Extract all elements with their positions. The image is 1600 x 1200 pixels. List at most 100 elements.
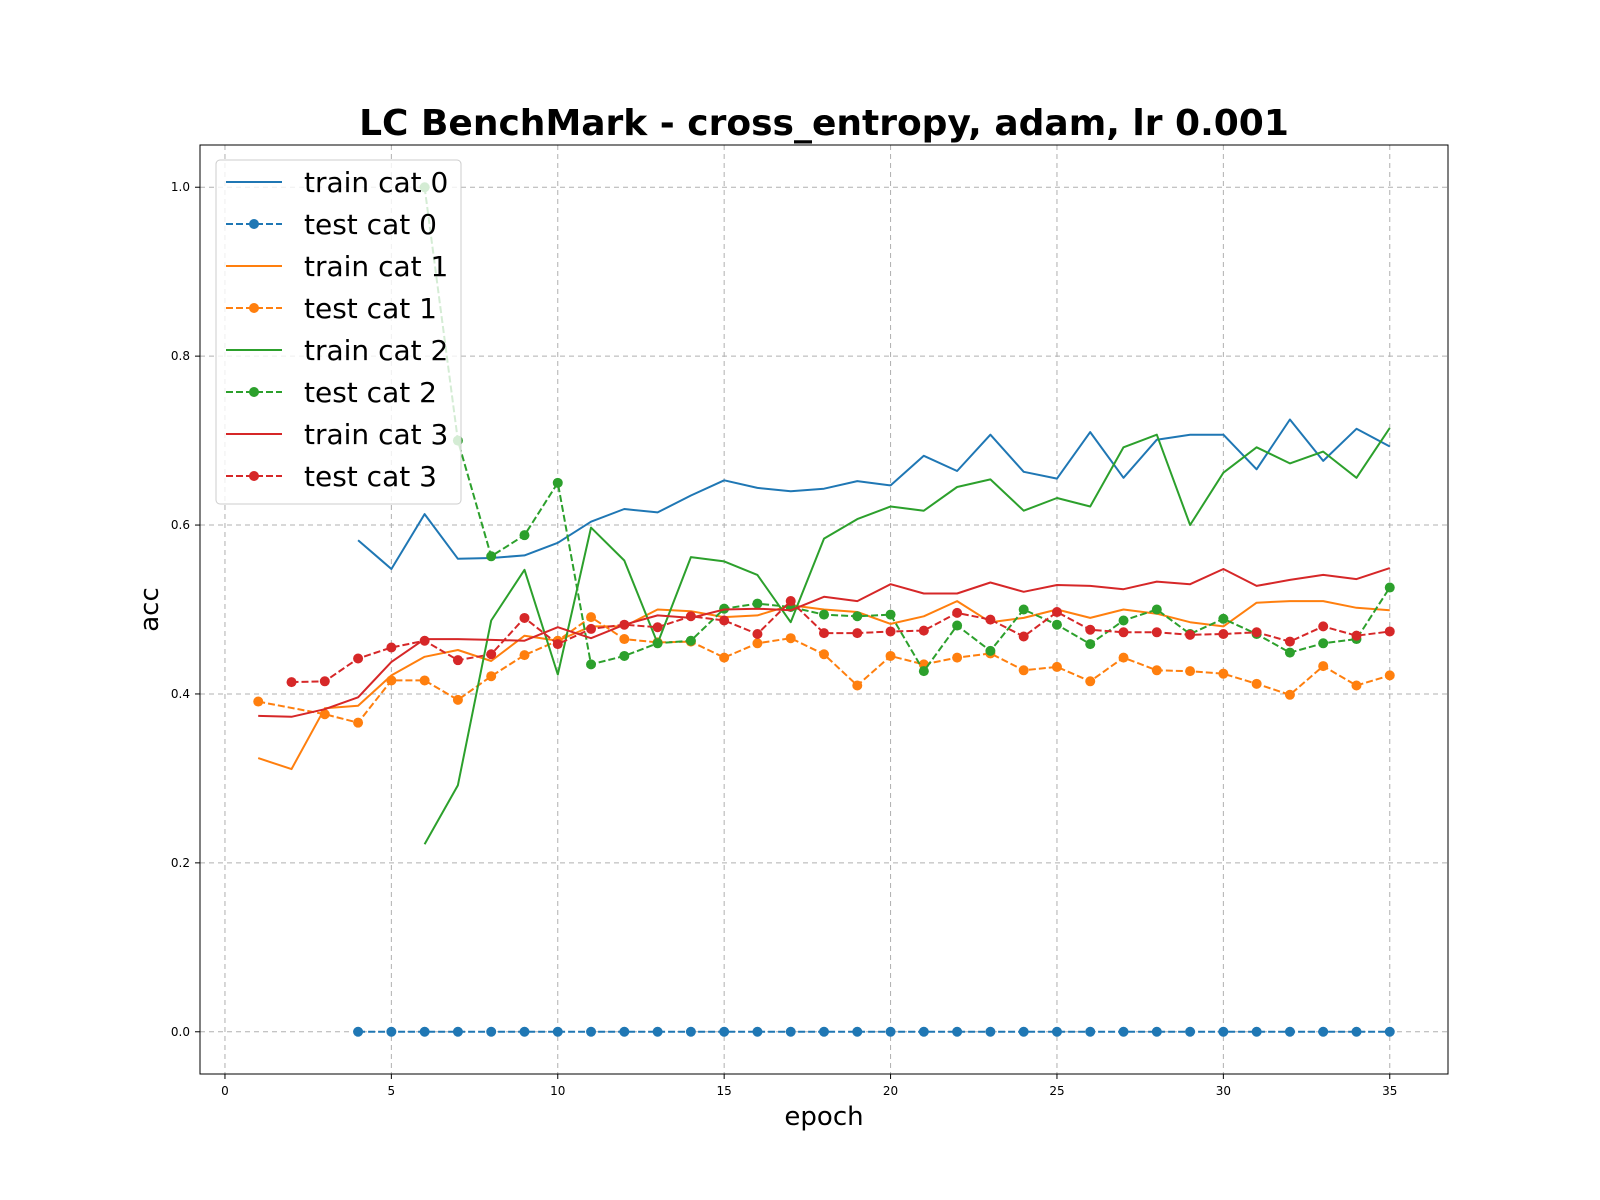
data-point: [552, 639, 563, 650]
data-point: [1051, 607, 1062, 618]
data-point: [719, 1026, 730, 1037]
series-test-cat-3: [286, 596, 1395, 688]
y-tick-label: 0.4: [171, 687, 190, 701]
data-point: [386, 675, 397, 686]
data-point: [819, 628, 829, 639]
data-point: [1151, 604, 1162, 615]
data-point: [1218, 1026, 1229, 1037]
data-point: [1018, 604, 1029, 615]
data-point: [652, 622, 663, 633]
legend-marker: [249, 471, 259, 481]
data-point: [552, 1026, 563, 1037]
data-point: [785, 1026, 796, 1037]
data-point: [1251, 678, 1262, 689]
x-tick-label: 30: [1216, 1084, 1231, 1098]
data-point: [353, 717, 364, 728]
data-point: [619, 634, 630, 645]
data-point: [1085, 639, 1096, 650]
data-point: [918, 625, 929, 636]
data-point: [386, 642, 397, 653]
data-point: [1151, 627, 1162, 638]
data-point: [852, 628, 863, 639]
legend-label: train cat 1: [304, 250, 448, 283]
plot-frame: [199, 144, 1449, 1075]
data-point: [486, 1026, 497, 1037]
y-axis-label: acc: [135, 587, 165, 632]
data-point: [1051, 1026, 1062, 1037]
data-point: [785, 596, 796, 607]
x-tick-label: 35: [1382, 1084, 1397, 1098]
legend: train cat 0 test cat 0 train cat 1 test cat…: [215, 159, 462, 505]
data-point: [1085, 1026, 1096, 1037]
x-tick-label: 0: [221, 1084, 229, 1098]
data-point: [586, 659, 597, 670]
legend-label: test cat 0: [304, 208, 437, 241]
x-tick-label: 15: [717, 1084, 732, 1098]
x-tick-label: 20: [883, 1084, 898, 1098]
legend-label: test cat 1: [304, 292, 437, 325]
data-point: [1151, 1026, 1162, 1037]
data-point: [918, 1026, 929, 1037]
series-train-cat-0: [357, 418, 1391, 570]
data-point: [619, 619, 630, 630]
data-point: [819, 1026, 829, 1037]
data-point: [353, 1026, 364, 1037]
data-point: [1118, 615, 1129, 626]
data-point: [519, 650, 530, 661]
data-point: [1284, 647, 1295, 658]
data-point: [1185, 1026, 1196, 1037]
series-layer: [253, 182, 1395, 1037]
data-point: [719, 652, 730, 663]
series-line-test-cat-2: [423, 187, 1391, 673]
data-point: [752, 638, 763, 649]
data-point: [1384, 582, 1395, 593]
data-point: [253, 696, 264, 707]
x-tick-label: 25: [1049, 1084, 1064, 1098]
data-point: [719, 615, 730, 626]
x-axis-label: epoch: [784, 1102, 863, 1132]
chart-title: LC BenchMark - cross_entropy, adam, lr 0…: [359, 103, 1289, 144]
data-point: [1318, 638, 1329, 649]
x-tick-label: 10: [550, 1084, 565, 1098]
data-point: [552, 477, 563, 488]
series-line-train-cat-1: [257, 600, 1390, 771]
data-point: [1251, 1026, 1262, 1037]
data-point: [819, 609, 829, 620]
legend-label: test cat 2: [304, 376, 437, 409]
legend-label: test cat 3: [304, 460, 437, 493]
series-line-train-cat-0: [357, 418, 1391, 570]
data-point: [1051, 619, 1062, 630]
data-point: [685, 1026, 696, 1037]
data-point: [952, 607, 963, 618]
data-point: [918, 666, 929, 677]
data-point: [785, 633, 796, 644]
data-point: [619, 1026, 630, 1037]
data-point: [985, 645, 996, 656]
data-point: [1118, 627, 1129, 638]
data-point: [486, 671, 497, 682]
data-point: [1284, 689, 1295, 700]
series-line-test-cat-1: [258, 616, 1391, 724]
data-point: [586, 623, 597, 634]
data-point: [1118, 652, 1129, 663]
data-point: [752, 628, 763, 639]
data-point: [519, 1026, 530, 1037]
data-point: [319, 709, 330, 720]
legend-marker: [249, 303, 259, 313]
series-train-cat-3: [258, 567, 1391, 718]
data-point: [519, 612, 530, 623]
series-line-train-cat-2: [423, 427, 1391, 845]
data-point: [852, 611, 863, 622]
data-point: [885, 626, 896, 637]
legend-label: train cat 0: [304, 166, 448, 199]
data-point: [1185, 629, 1196, 640]
y-tick-label: 0.0: [171, 1025, 190, 1039]
data-point: [952, 620, 963, 631]
data-point: [685, 611, 696, 622]
data-point: [1185, 666, 1196, 677]
data-point: [1218, 613, 1229, 624]
data-point: [752, 1026, 763, 1037]
data-point: [1251, 627, 1262, 638]
data-point: [1151, 665, 1162, 676]
